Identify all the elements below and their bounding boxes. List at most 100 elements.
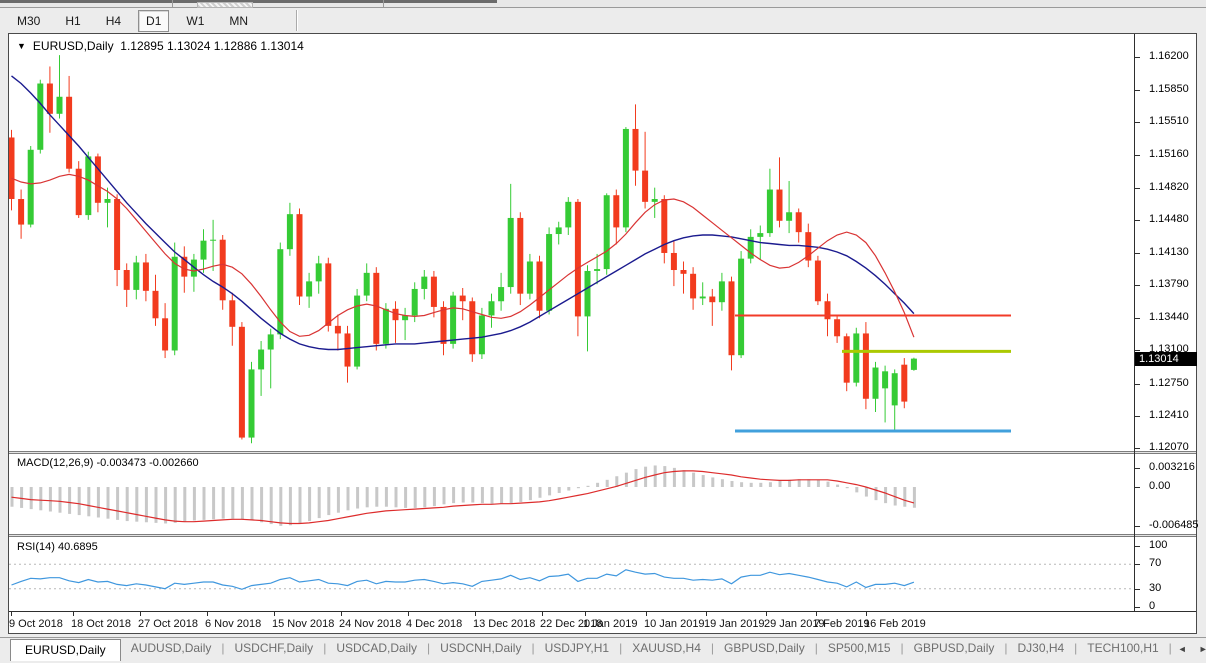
tab-usdcnh-daily[interactable]: USDCNH,Daily — [440, 641, 522, 655]
macd-histogram-bar — [788, 479, 792, 487]
timeframe-button-h4[interactable]: H4 — [105, 13, 122, 28]
candle-body — [843, 336, 850, 383]
tab-audusd-daily[interactable]: AUDUSD,Daily — [130, 641, 212, 655]
macd-histogram-bar — [404, 487, 408, 508]
rsi-canvas[interactable] — [9, 538, 1134, 611]
price-axis-label: 1.15160 — [1149, 148, 1189, 160]
macd-histogram-bar — [317, 487, 321, 519]
tab-xauusd-h4[interactable]: XAUUSD,H4 — [632, 641, 701, 655]
rsi-axis-label-tick — [1134, 589, 1140, 590]
price-axis-label: 1.14480 — [1149, 213, 1189, 225]
price-axis-label: 1.16200 — [1149, 50, 1189, 62]
macd-histogram-bar — [500, 487, 504, 504]
candle-body — [411, 288, 418, 316]
date-axis-tick — [766, 612, 767, 616]
macd-canvas[interactable] — [9, 454, 1134, 534]
top-toolbar-remnant — [0, 0, 1206, 8]
date-axis: 9 Oct 2018 18 Oct 2018 27 Oct 2018 6 Nov 20… — [9, 611, 1196, 633]
candle-body — [670, 252, 677, 271]
timeframe-button-mn[interactable]: MN — [229, 13, 249, 28]
candle-body — [200, 240, 207, 260]
tab-tech100-h1[interactable]: TECH100,H1 — [1087, 641, 1159, 655]
candle-body — [498, 287, 505, 302]
candle-body — [776, 189, 783, 221]
macd-histogram-bar — [528, 487, 532, 501]
timeframe-button-h1[interactable]: H1 — [65, 13, 81, 28]
candle-body — [248, 369, 255, 438]
tab-dj30-h4[interactable]: DJ30,H4 — [1017, 641, 1065, 655]
date-axis-tick — [11, 612, 12, 616]
tab-gbpusd-daily[interactable]: GBPUSD,Daily — [724, 641, 805, 655]
macd-histogram-bar — [452, 487, 456, 504]
price-axis-label: 1.14130 — [1149, 246, 1189, 258]
chart-title: ▼ EURUSD,Daily 1.12895 1.13024 1.12886 1.… — [17, 39, 304, 53]
macd-histogram-bar — [384, 487, 388, 507]
tab-separator: | — [221, 641, 225, 655]
date-axis-label: 18 Oct 2018 — [71, 618, 131, 630]
macd-histogram-bar — [116, 487, 120, 520]
price-axis-label: 1.12750 — [1149, 377, 1189, 389]
candle-body — [661, 199, 668, 253]
candle-body — [286, 214, 293, 250]
macd-histogram-bar — [183, 487, 187, 522]
tab-scroll-right-icon[interactable]: ► — [1198, 644, 1206, 654]
date-axis-tick — [542, 612, 543, 616]
date-axis-label: 10 Jan 2019 — [644, 618, 705, 630]
macd-histogram-bar — [816, 479, 820, 487]
price-axis-label: 1.13790 — [1149, 278, 1189, 290]
macd-histogram-bar — [711, 477, 715, 487]
price-axis-label-tick — [1134, 155, 1140, 156]
tab-sp500-m15[interactable]: SP500,M15 — [827, 641, 891, 655]
price-axis-label-tick — [1134, 384, 1140, 385]
tab-eurusd-daily[interactable]: EURUSD,Daily — [10, 639, 121, 662]
tab-separator: | — [531, 641, 535, 655]
tab-usdjpy-h1[interactable]: USDJPY,H1 — [544, 641, 610, 655]
price-chart-canvas[interactable] — [9, 34, 1134, 451]
date-axis-tick — [140, 612, 141, 616]
tab-usdcad-daily[interactable]: USDCAD,Daily — [336, 641, 417, 655]
macd-histogram-bar — [845, 487, 849, 489]
candle-body — [171, 256, 178, 351]
tab-separator: | — [619, 641, 623, 655]
tab-separator: | — [323, 641, 327, 655]
candle-body — [66, 96, 73, 169]
candle-body — [738, 258, 745, 356]
pane-splitter[interactable] — [9, 534, 1196, 537]
macd-histogram-bar — [855, 487, 859, 493]
date-axis-tick — [866, 612, 867, 616]
macd-histogram-bar — [884, 487, 888, 504]
macd-histogram-bar — [288, 487, 292, 526]
date-axis-label: 4 Dec 2018 — [406, 618, 463, 630]
macd-histogram-bar — [471, 487, 475, 503]
rsi-label: RSI(14) 40.6895 — [17, 541, 98, 553]
candle-body — [728, 281, 735, 356]
rsi-axis-label: 100 — [1149, 539, 1168, 551]
price-axis-label: 1.15850 — [1149, 83, 1189, 95]
candle-body — [181, 256, 188, 277]
macd-histogram-bar — [106, 487, 110, 519]
macd-histogram-bar — [874, 487, 878, 501]
timeframe-button-w1[interactable]: W1 — [186, 13, 205, 28]
macd-histogram-bar — [663, 466, 667, 487]
macd-histogram-bar — [778, 481, 782, 487]
macd-histogram-bar — [87, 487, 91, 517]
chevron-down-icon[interactable]: ▼ — [17, 41, 26, 51]
tab-gbpusd-daily[interactable]: GBPUSD,Daily — [913, 641, 995, 655]
candle-body — [325, 263, 332, 326]
macd-histogram-bar — [567, 487, 571, 491]
timeframe-button-d1[interactable]: D1 — [138, 9, 170, 32]
tab-scroll-left-icon[interactable]: ◄ — [1177, 644, 1187, 654]
candle-body — [757, 233, 764, 237]
candle-body — [267, 334, 274, 350]
candle-body — [9, 137, 15, 200]
pane-splitter[interactable] — [9, 451, 1196, 454]
candle-body — [142, 262, 149, 291]
timeframe-button-m30[interactable]: M30 — [17, 13, 41, 28]
candle-body — [114, 199, 121, 271]
tab-separator: | — [1074, 641, 1078, 655]
price-axis-label-tick — [1134, 122, 1140, 123]
tab-usdchf-daily[interactable]: USDCHF,Daily — [234, 641, 314, 655]
candle-body — [709, 296, 716, 303]
date-axis-tick — [585, 612, 586, 616]
